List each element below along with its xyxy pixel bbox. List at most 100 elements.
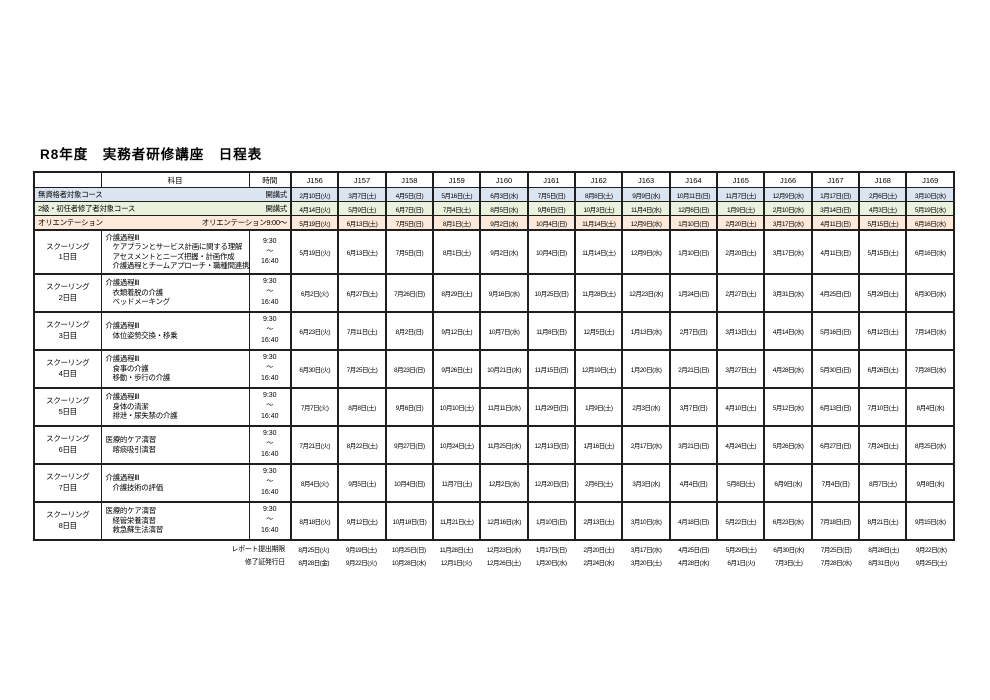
date-cell: 4月28日(水) <box>763 348 813 389</box>
date-cell: 10月3日(土) <box>574 201 624 216</box>
date-cell: 7月25日(土) <box>337 348 387 389</box>
time-cell: 9:30 ～ 16:40 <box>248 424 292 465</box>
date-cell: 8月23日(日) <box>384 348 435 389</box>
date-cell: 2月21日(日) <box>668 348 719 389</box>
time-cell: 9:30 ～ 16:40 <box>248 348 292 389</box>
class-column-header: J161 <box>526 171 577 188</box>
date-cell: 8月29日(土) <box>432 272 482 313</box>
course-row: オリエンテーション オリエンテーション9:00～ 5月19日(火) 6月13日(土) 7… <box>33 215 955 231</box>
date-cell: 2月6日(土) <box>858 187 908 202</box>
date-cell: 2月6日(土) <box>574 462 624 503</box>
date-cell: 8月8日(土) <box>337 386 387 427</box>
date-cell: 4月14日(火) <box>289 201 340 216</box>
date-cell: 3月17日(水) <box>763 215 813 231</box>
footer-date-cell: 1月20日(水) <box>535 560 567 567</box>
footer-date-cell: 6月30日(水) <box>773 547 804 554</box>
footer-date-cell: 7月25日(日) <box>820 547 852 554</box>
date-cell: 12月6日(日) <box>668 201 719 216</box>
date-cell: 5月16日(土) <box>432 187 482 202</box>
footer-date-cell: 9月25日(土) <box>915 560 947 567</box>
date-cell: 11月28日(土) <box>574 272 624 313</box>
date-cell: 3月21日(日) <box>668 424 719 465</box>
footer-row-label: 修了証発行日 <box>244 559 286 566</box>
date-cell: 7月21日(火) <box>289 424 340 465</box>
subject-detail: 体位姿勢交換・移乗 <box>112 330 178 340</box>
footer-date-cell: 11月28日(土) <box>439 547 474 554</box>
date-cell: 4月11日(日) <box>810 215 861 231</box>
date-cell: 6月13日(土) <box>337 229 387 275</box>
date-cell: 10月21日(水) <box>479 348 529 389</box>
date-cell: 4月10日(土) <box>716 386 766 427</box>
date-cell: 4月4日(日) <box>668 462 719 503</box>
schooling-day-cell: スクーリング 4日目 <box>33 348 102 389</box>
schooling-day-cell: スクーリング 2日目 <box>33 272 102 313</box>
date-cell: 2月20日(土) <box>716 215 766 231</box>
footer-date-cell: 4月28日(水) <box>678 560 709 567</box>
class-column-header: J159 <box>432 171 482 188</box>
course-name: 2級・初任者修了者対象コース <box>38 204 136 213</box>
date-cell: 7月5日(日) <box>384 229 435 275</box>
subject-title: 介護過程Ⅲ <box>105 321 140 331</box>
date-cell: 2月10日(水) <box>763 201 813 216</box>
date-cell: 5月15日(土) <box>858 229 908 275</box>
footer-date-cell: 7月3日(土) <box>774 560 803 567</box>
date-cell: 1月24日(日) <box>668 272 719 313</box>
footer-date-cell: 8月31日(火) <box>868 560 899 567</box>
date-cell: 7月11日(土) <box>337 310 387 351</box>
date-cell: 5月26日(水) <box>763 424 813 465</box>
date-cell: 7月26日(日) <box>384 272 435 313</box>
date-cell: 3月17日(水) <box>763 229 813 275</box>
footer-date-cell: 12月26日(土) <box>486 560 521 567</box>
subject-cell: 介護過程Ⅲ ケアプランとサービス計画に関する理解 アセスメントとニーズ把握・計画作成… <box>100 229 250 275</box>
subject-title: 介護過程Ⅲ <box>105 473 140 483</box>
date-cell: 1月17日(日) <box>810 187 861 202</box>
date-cell: 12月9日(水) <box>763 187 813 202</box>
footer-date-cell: 10月25日(日) <box>391 547 426 554</box>
date-cell: 9月27日(日) <box>384 424 435 465</box>
date-cell: 9月15日(水) <box>905 500 955 541</box>
date-cell: 7月24日(土) <box>858 424 908 465</box>
date-cell: 7月4日(日) <box>810 462 861 503</box>
date-cell: 10月4日(日) <box>526 229 577 275</box>
date-cell: 5月29日(土) <box>858 272 908 313</box>
time-cell: 9:30 ～ 16:40 <box>248 500 292 541</box>
subject-title: 介護過程Ⅲ <box>105 392 140 402</box>
page-title: R8年度 実務者研修講座 日程表 <box>40 147 263 162</box>
date-cell: 8月18日(火) <box>289 500 340 541</box>
date-cell: 8月5日(水) <box>479 201 529 216</box>
schooling-day-cell: スクーリング 1日目 <box>33 229 102 275</box>
date-cell: 9月16日(水) <box>479 272 529 313</box>
date-cell: 6月12日(土) <box>858 310 908 351</box>
schooling-row: スクーリング 2日目 介護過程Ⅲ 衣類着脱の介護 ベッドメーキング 9:30 ～ 16:40 6… <box>33 272 955 313</box>
date-cell: 8月8日(土) <box>574 187 624 202</box>
date-cell: 2月27日(土) <box>716 272 766 313</box>
subject-detail: 排泄・尿失禁の介護 <box>112 411 178 421</box>
date-cell: 5月19日(火) <box>289 229 340 275</box>
date-cell: 9月26日(土) <box>432 348 482 389</box>
date-cell: 1月16日(土) <box>574 424 624 465</box>
date-cell: 11月21日(土) <box>432 500 482 541</box>
course-row: 無資格者対象コース 開講式 2月10日(火) 3月7日(土) 4月5日(日) 5月16日(… <box>33 187 955 202</box>
header-row: 科目 時間 J156 J157 J158 J159 J160 J161 J162 J163 J164… <box>33 171 955 188</box>
date-cell: 4月14日(水) <box>763 310 813 351</box>
subject-column-header: 科目 <box>100 171 250 188</box>
class-column-header: J168 <box>858 171 908 188</box>
date-cell: 6月30日(火) <box>289 348 340 389</box>
schooling-day-cell: スクーリング 7日目 <box>33 462 102 503</box>
date-cell: 11月8日(日) <box>526 310 577 351</box>
date-cell: 6月2日(火) <box>289 272 340 313</box>
date-cell: 11月15日(日) <box>526 348 577 389</box>
footer-table: レポート提出期限 8月25日(火) 9月19日(土) 10月25日(日) 11月28日(… <box>33 543 955 569</box>
footer-date-cell: 8月28日(土) <box>868 547 899 554</box>
footer-date-cell: 1月17日(日) <box>535 547 567 554</box>
date-cell: 3月27日(土) <box>716 348 766 389</box>
date-cell: 5月30日(日) <box>810 348 861 389</box>
subject-cell: 医療的ケア演習 喀痰吸引演習 <box>100 424 250 465</box>
subject-detail: 介護過程とチームアプローチ・職種間連携 <box>112 261 249 271</box>
class-column-header: J158 <box>384 171 435 188</box>
subject-detail: 身体の清潔 <box>112 401 149 411</box>
date-cell: 6月26日(土) <box>858 348 908 389</box>
footer-date-cell: 6月1日(火) <box>727 560 755 567</box>
date-cell: 10月11日(日) <box>668 187 719 202</box>
